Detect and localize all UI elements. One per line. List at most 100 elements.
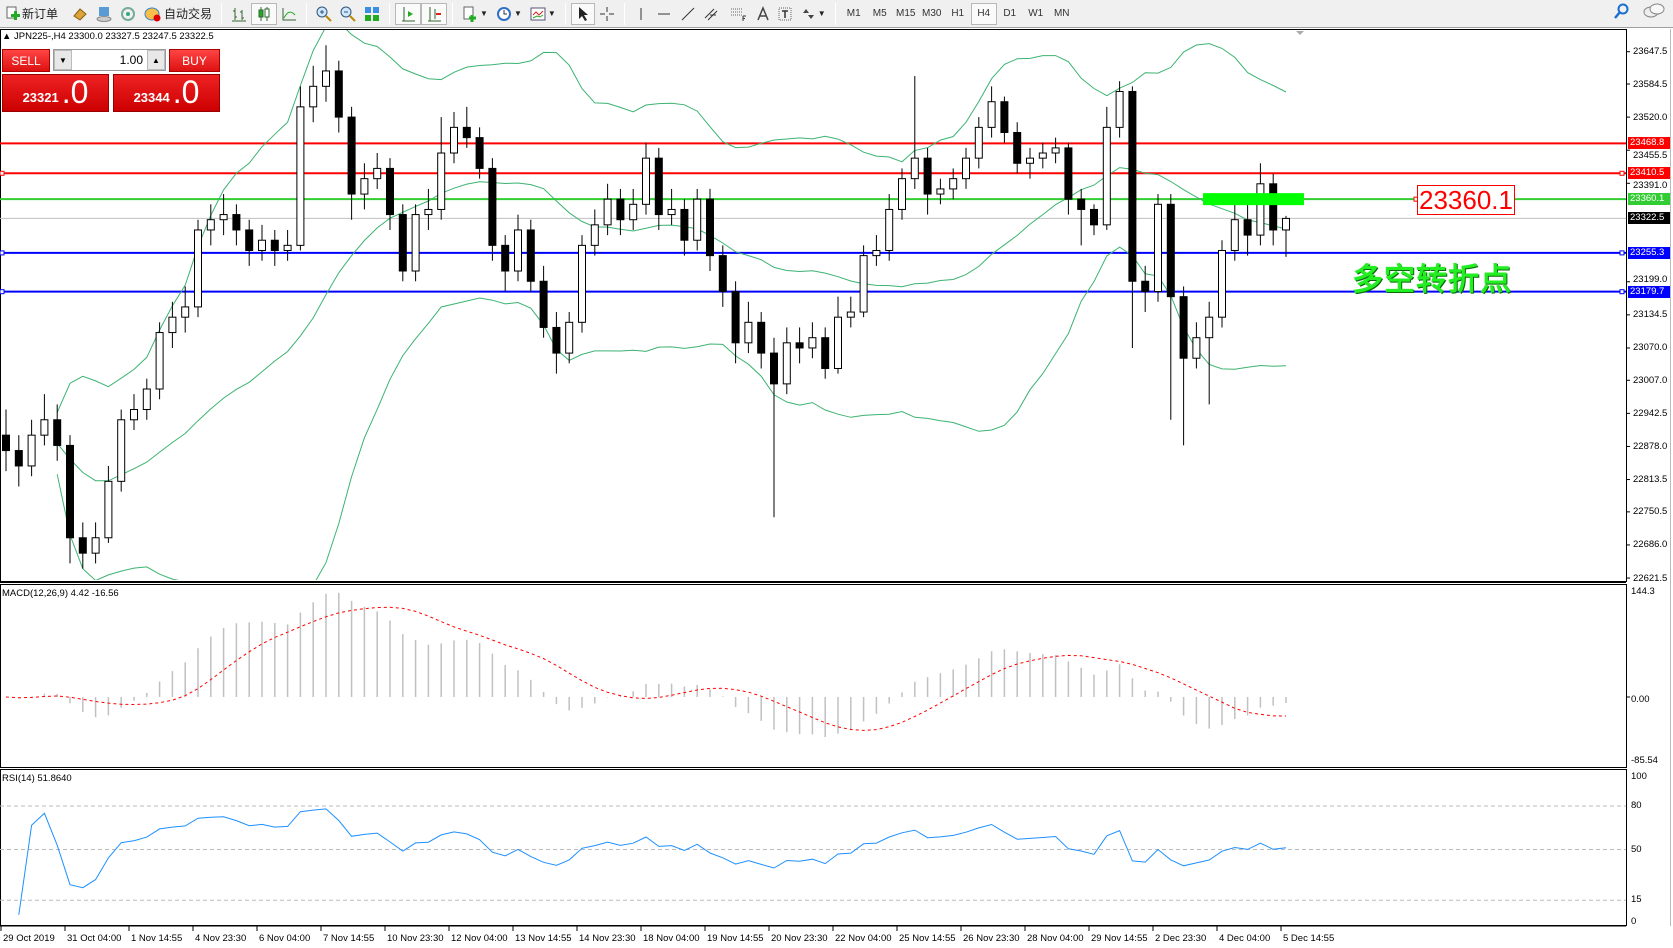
text-label-button[interactable] xyxy=(774,3,796,25)
candle xyxy=(590,209,599,256)
candle xyxy=(1192,322,1201,369)
candle-body xyxy=(2,434,10,452)
candle-body xyxy=(859,255,868,313)
search-icon[interactable] xyxy=(1613,3,1629,21)
timeframe-m15[interactable]: M15 xyxy=(896,8,916,19)
candle-body xyxy=(1256,183,1265,236)
candle xyxy=(821,327,830,379)
candle-body xyxy=(552,326,561,354)
auto-scroll-button[interactable] xyxy=(421,2,448,25)
candle-body xyxy=(1218,249,1226,318)
bar-chart-button[interactable] xyxy=(227,3,251,25)
price-label-annotation[interactable]: 23360.1 xyxy=(1417,185,1515,215)
periods-button[interactable]: ▼ xyxy=(492,3,526,25)
candle xyxy=(731,281,740,364)
indicators-button[interactable]: ▼ xyxy=(458,3,492,25)
zoom-in-button[interactable] xyxy=(312,3,336,25)
timeframe-mn[interactable]: MN xyxy=(1053,8,1070,19)
sell-price-button[interactable]: 23321.0 xyxy=(2,74,109,112)
navigator-button[interactable] xyxy=(92,3,116,25)
toolbar-separator xyxy=(564,2,566,25)
candle xyxy=(642,142,650,215)
candle-body xyxy=(66,444,74,539)
chart-shift-button[interactable] xyxy=(395,2,422,25)
candle-body xyxy=(898,178,906,210)
timeframe-m1[interactable]: M1 xyxy=(846,8,861,19)
timeframe-h4[interactable]: H4 xyxy=(970,2,997,25)
candle-body xyxy=(1026,157,1034,164)
horizontal-line-button[interactable] xyxy=(652,3,676,25)
line-chart-button[interactable] xyxy=(277,3,301,25)
timeframe-d1[interactable]: D1 xyxy=(1003,8,1017,19)
candle-body xyxy=(437,152,446,210)
auto-trading-button[interactable]: 自动交易 xyxy=(140,3,216,25)
chevron-down-icon[interactable]: ▼ xyxy=(817,9,826,18)
macd-axis-label: 0.00 xyxy=(1631,694,1650,705)
candlestick-icon xyxy=(258,6,270,21)
candle xyxy=(1205,301,1214,405)
timeframe-m5[interactable]: M5 xyxy=(872,8,887,19)
candle-body xyxy=(475,137,484,169)
buy-button[interactable]: BUY xyxy=(169,49,220,72)
timeframe-h1[interactable]: H1 xyxy=(951,8,965,19)
candle-body xyxy=(411,214,420,272)
chat-icon[interactable] xyxy=(1643,3,1665,21)
candle xyxy=(693,188,702,251)
zoom-out-button[interactable] xyxy=(336,3,360,25)
time-axis-label: 28 Nov 04:00 xyxy=(1027,933,1084,944)
arrows-button[interactable]: ▼ xyxy=(796,3,830,25)
time-axis-label: 1 Nov 14:55 xyxy=(131,933,183,944)
collapse-triangle-icon[interactable]: ▲ xyxy=(2,31,15,42)
candle xyxy=(206,204,215,246)
toolbar: 新订单 自动交易 ▼ ▼ ▼ ▼ M1 M5 M15 M30 H1 H4 D1 W1 MN xyxy=(0,0,1673,28)
main-pane-frame xyxy=(0,29,1627,582)
candle xyxy=(270,229,279,266)
market-watch-button[interactable] xyxy=(68,3,92,25)
candle-body xyxy=(693,198,702,241)
candle xyxy=(629,188,638,230)
candle xyxy=(347,106,356,220)
candle-body xyxy=(936,188,945,195)
cursor-button[interactable] xyxy=(570,2,595,25)
candle-body xyxy=(1230,219,1239,251)
equidistant-channel-button[interactable] xyxy=(700,3,726,25)
candle xyxy=(1102,106,1111,230)
candle-body xyxy=(1192,337,1201,359)
turning-point-annotation[interactable]: 多空转折点 xyxy=(1352,262,1512,298)
chevron-down-icon[interactable]: ▼ xyxy=(480,9,488,18)
templates-button[interactable]: ▼ xyxy=(526,3,560,25)
candle xyxy=(386,158,394,230)
signals-button[interactable] xyxy=(116,3,140,25)
lot-size-input[interactable]: 1.00 xyxy=(119,53,143,67)
candle-body xyxy=(1166,203,1175,298)
buy-price-button[interactable]: 23344.0 xyxy=(113,74,220,112)
candle-body xyxy=(846,311,855,318)
lot-increase-button[interactable]: ▲ xyxy=(147,50,165,70)
crosshair-button[interactable] xyxy=(595,3,619,25)
trendline-button[interactable] xyxy=(676,3,700,25)
timeframe-m30[interactable]: M30 xyxy=(922,8,942,19)
candlestick-button[interactable] xyxy=(251,2,278,25)
candle-body xyxy=(514,229,522,272)
time-axis-label: 18 Nov 04:00 xyxy=(643,933,700,944)
price-axis-label: 23007.0 xyxy=(1633,374,1668,386)
candle-body xyxy=(14,450,23,467)
candle-body xyxy=(603,198,612,226)
candle xyxy=(411,204,420,282)
chevron-down-icon[interactable]: ▼ xyxy=(513,9,522,18)
lot-decrease-button[interactable]: ▼ xyxy=(54,50,72,70)
candle-body xyxy=(1077,198,1086,210)
candle xyxy=(1128,86,1137,348)
text-button[interactable] xyxy=(752,3,774,25)
lot-size-stepper[interactable]: ▼ 1.00 ▲ xyxy=(53,49,166,71)
chevron-down-icon[interactable]: ▼ xyxy=(547,9,556,18)
tile-windows-button[interactable] xyxy=(360,3,384,25)
sell-button[interactable]: SELL xyxy=(2,49,50,72)
new-order-button[interactable]: 新订单 xyxy=(2,3,62,25)
candle-body xyxy=(731,291,740,344)
fibonacci-button[interactable] xyxy=(726,3,752,25)
rsi-axis-label: 0 xyxy=(1631,916,1637,927)
vertical-line-button[interactable] xyxy=(630,3,652,25)
timeframe-w1[interactable]: W1 xyxy=(1028,8,1044,19)
